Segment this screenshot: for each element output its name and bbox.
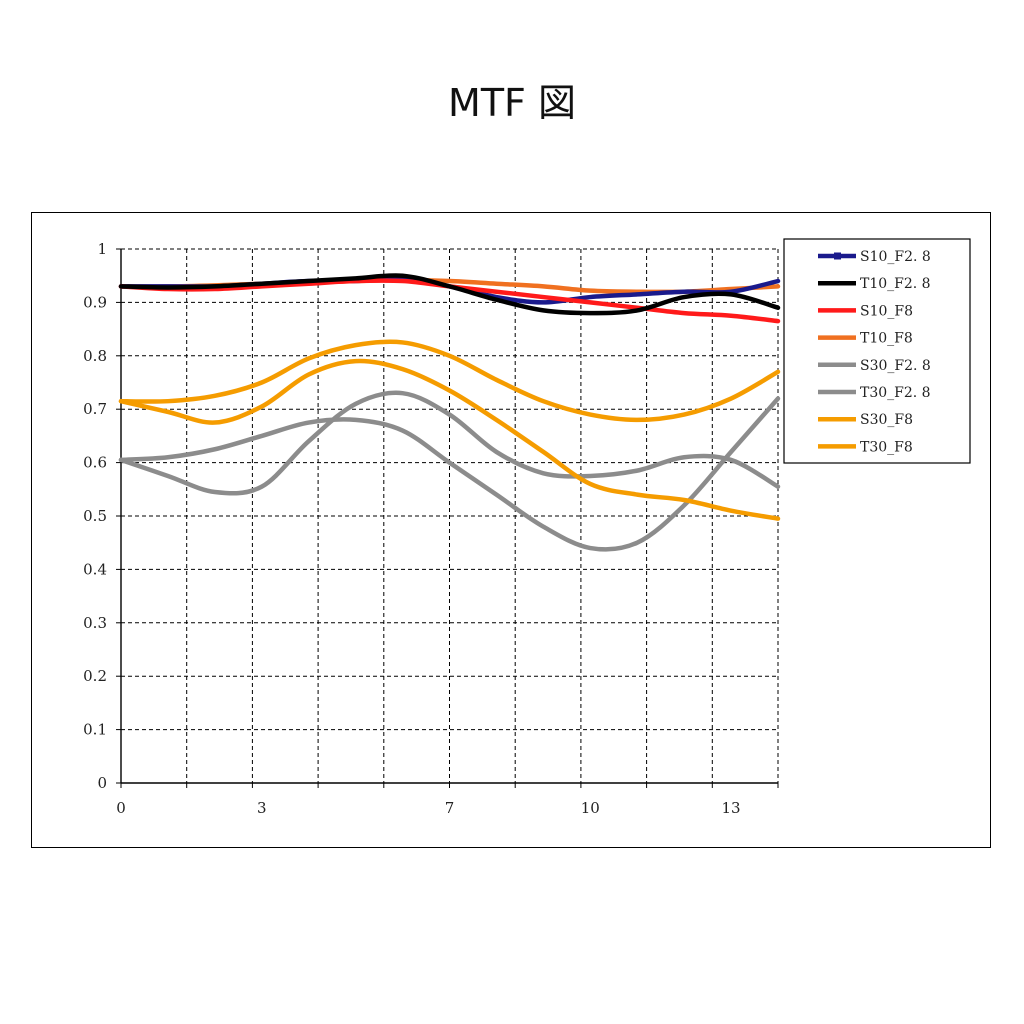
legend: S10_F2. 8 T10_F2. 8 S10_F8 T10_F8 S30_F2. 8 T… [783,238,971,464]
series-line-7 [118,358,781,521]
page-title: MTF 図 [448,81,576,125]
y-tick-label: 0.6 [83,454,107,472]
mtf-chart: 00.10.20.30.40.50.60.70.80.910 3 7 10 13 S10… [83,238,971,817]
y-tick-label: 0.9 [83,293,107,311]
legend-label-7: T30_F8 [860,439,913,455]
legend-label-4: S30_F2. 8 [860,358,931,374]
series-layer [118,273,781,552]
legend-label-5: T30_F2. 8 [860,385,931,401]
legend-label-3: T10_F8 [860,331,913,347]
x-tick-label: 0 [116,799,126,817]
y-tick-label: 0.2 [83,667,107,685]
x-tick-label: 10 [581,799,600,817]
y-tick-label: 0.4 [83,560,107,578]
x-tick-label: 13 [722,799,741,817]
series-line-1 [118,273,781,316]
legend-label-0: S10_F2. 8 [860,249,931,265]
axis-layer: 00.10.20.30.40.50.60.70.80.910 3 7 10 13 [83,240,779,817]
y-tick-label: 0.8 [83,347,107,365]
grid-layer [121,248,779,783]
y-tick-label: 0.1 [83,721,107,739]
y-tick-label: 1 [97,240,107,258]
series-line-4 [118,396,781,552]
series-line-5 [118,390,781,496]
y-tick-label: 0.3 [83,614,107,632]
legend-label-6: S30_F8 [860,412,913,428]
legend-box [783,238,971,464]
legend-marker-0 [834,252,841,260]
x-tick-label: 3 [257,799,267,817]
chart-frame: 0 0.1 0.2 0.3 0.4 0.5 0.6 0.7 0.8 0.9 1 0 3 7 10 13 S10… [31,212,991,848]
y-tick-label: 0.5 [83,507,107,525]
series-line-6 [118,339,781,423]
legend-label-1: T10_F2. 8 [860,276,931,292]
x-tick-label: 7 [445,799,455,817]
y-tick-label: 0 [97,774,107,792]
y-tick-label: 0.7 [83,400,107,418]
legend-label-2: S10_F8 [860,303,913,319]
